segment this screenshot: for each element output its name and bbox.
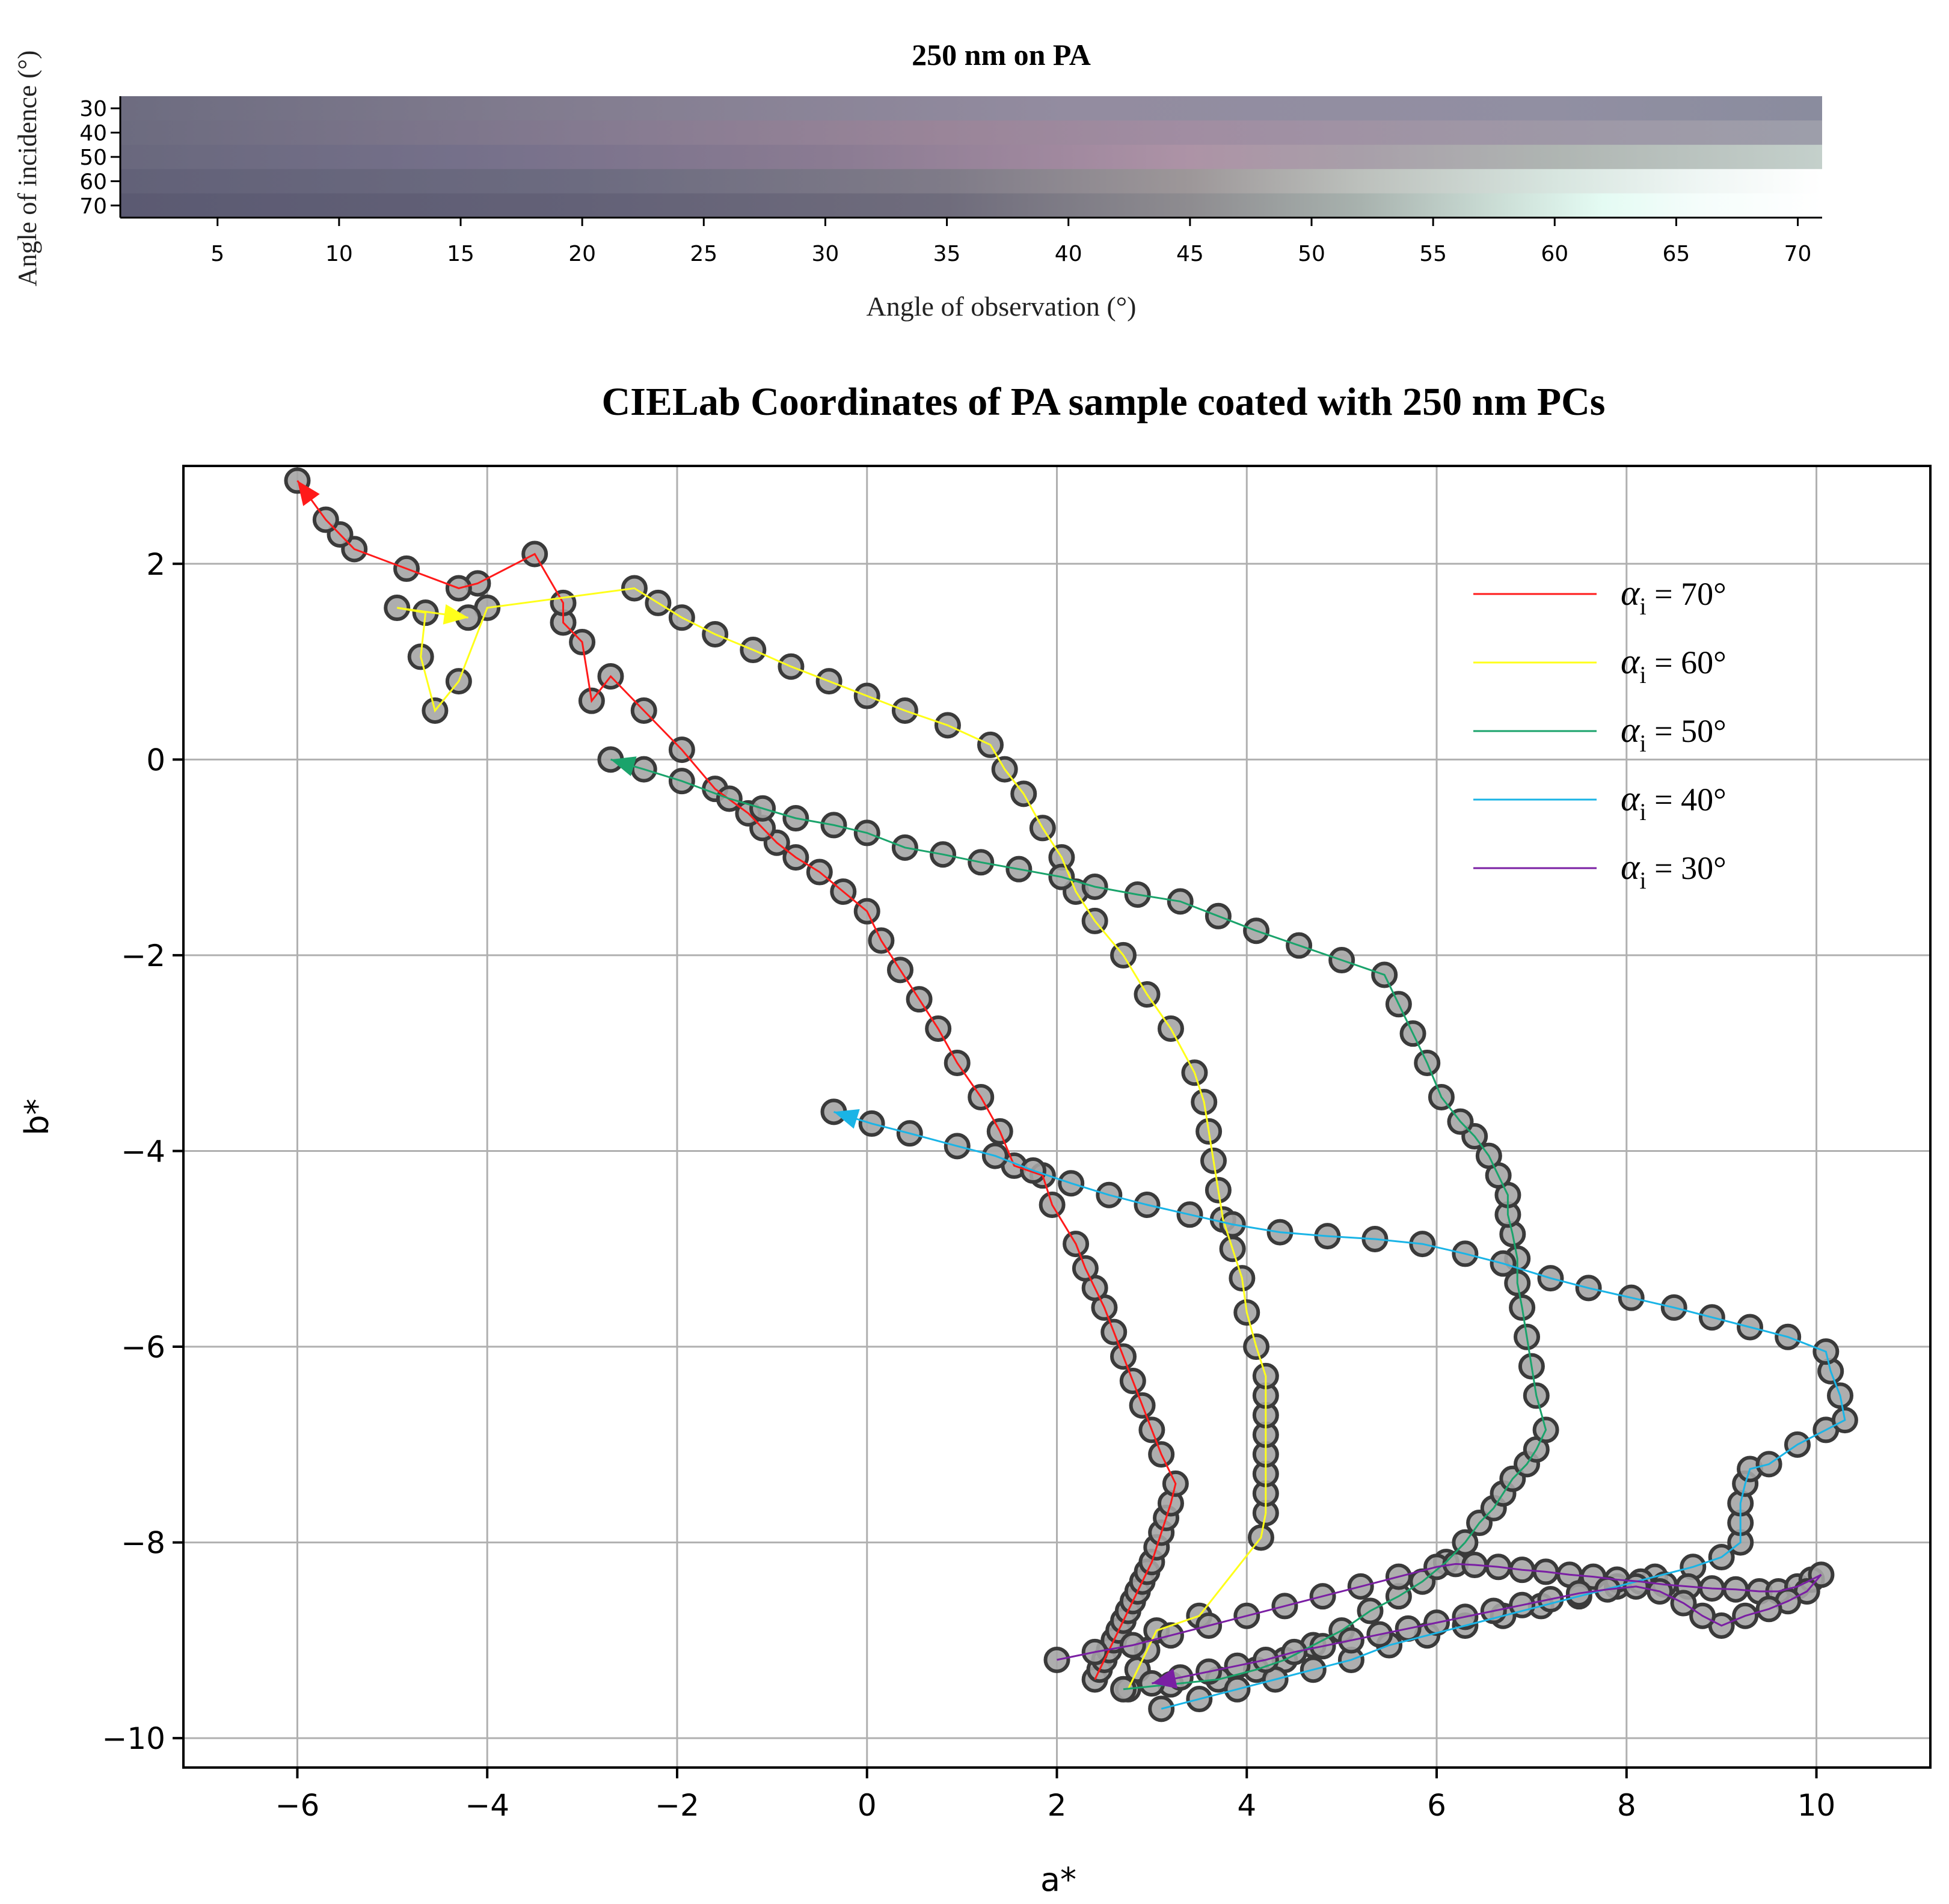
data-point-40° <box>1148 1695 1175 1722</box>
x-tick-label: 6 <box>1427 1788 1446 1823</box>
heatmap-x-tick-label: 60 <box>1541 242 1568 266</box>
x-tick-label: 10 <box>1797 1788 1836 1823</box>
y-tick-label: −8 <box>121 1526 165 1561</box>
lines <box>296 480 1846 1710</box>
heatmap-x-tick-label: 20 <box>568 242 596 266</box>
heatmap-y-tick-label: 60 <box>79 170 107 194</box>
heatmap-y-tick-label: 40 <box>79 121 107 146</box>
heatmap-x-tick-label: 55 <box>1419 242 1447 266</box>
heatmap-x-tick-label: 5 <box>210 242 224 266</box>
y-tick-label: −10 <box>102 1721 165 1756</box>
heatmap-x-tick-label: 40 <box>1055 242 1082 266</box>
heatmap-x-tick-label: 25 <box>690 242 717 266</box>
legend: αi = 70° αi = 60° αi = 50° αi = 40° αi = 30° <box>1473 573 1726 894</box>
legend-label-70°: αi = 70° <box>1621 573 1726 620</box>
heatmap-x-tick-label: 50 <box>1298 242 1325 266</box>
series-arrow-40° <box>833 1109 860 1129</box>
chart-series <box>284 467 1858 1722</box>
x-tick-label: 0 <box>858 1788 877 1823</box>
y-axis-label: b* <box>18 1098 56 1135</box>
chart-title: CIELab Coordinates of PA sample coated w… <box>602 380 1606 424</box>
heatmap-x-tick-label: 65 <box>1663 242 1690 266</box>
heatmap-row-30 <box>120 96 1822 121</box>
legend-label-50°: αi = 50° <box>1621 710 1726 757</box>
legend-label-60°: αi = 60° <box>1621 641 1726 688</box>
y-ticks: 2 0 −2 −4 −6 −8 −10 <box>102 547 183 1756</box>
x-axis-label: a* <box>1040 1861 1076 1899</box>
heatmap-x-tick-label: 30 <box>812 242 839 266</box>
data-point-30° <box>1043 1646 1070 1673</box>
heatmap-x-tick-label: 70 <box>1784 242 1812 266</box>
series-line-40° <box>833 1110 1846 1710</box>
series-arrow-70° <box>297 480 320 506</box>
legend-label-30°: αi = 30° <box>1621 847 1726 894</box>
x-tick-label: −4 <box>465 1788 509 1823</box>
y-tick-label: −6 <box>121 1330 165 1365</box>
series-line-70° <box>296 480 1177 1680</box>
heatmap-rows <box>120 96 1822 218</box>
series-arrow-60° <box>443 604 468 625</box>
x-ticks: −6 −4 −2 0 2 4 6 8 10 <box>275 1768 1836 1823</box>
x-tick-label: −6 <box>275 1788 320 1823</box>
y-tick-label: 0 <box>146 742 165 777</box>
heatmap-x-tick-label: 15 <box>447 242 474 266</box>
heatmap-y-tick-label: 70 <box>79 194 107 219</box>
series-arrow-50° <box>610 756 637 776</box>
heatmap-row-50 <box>120 144 1822 170</box>
heatmap-row-40 <box>120 120 1822 145</box>
heatmap-x-tick-label: 45 <box>1176 242 1204 266</box>
heatmap-xlabel: Angle of observation (°) <box>867 291 1137 322</box>
heatmap-x-tick-label: 35 <box>933 242 961 266</box>
heatmap-row-70 <box>120 193 1822 218</box>
x-tick-label: 8 <box>1617 1788 1636 1823</box>
x-tick-label: 2 <box>1048 1788 1067 1823</box>
y-tick-label: 2 <box>146 547 165 582</box>
heatmap-x-ticks: 5 10 15 20 25 30 35 40 45 50 55 60 65 70 <box>210 218 1811 266</box>
series-line-30° <box>1057 1563 1822 1685</box>
series-line-60° <box>396 587 1267 1690</box>
y-tick-label: −4 <box>121 1134 165 1169</box>
x-tick-label: −2 <box>655 1788 699 1823</box>
heatmap-y-tick-label: 50 <box>79 145 107 170</box>
series-arrow-30° <box>1152 1668 1177 1689</box>
heatmap-x-tick-label: 10 <box>325 242 353 266</box>
x-tick-label: 4 <box>1237 1788 1256 1823</box>
heatmap-y-tick-label: 30 <box>79 97 107 121</box>
series-line-50° <box>610 758 1547 1691</box>
heatmap-title: 250 nm on PA <box>912 38 1091 72</box>
legend-label-40°: αi = 40° <box>1621 779 1726 825</box>
heatmap-ylabel: Angle of incidence (°) <box>13 51 42 287</box>
y-tick-label: −2 <box>121 938 165 973</box>
heatmap-row-60 <box>120 169 1822 194</box>
